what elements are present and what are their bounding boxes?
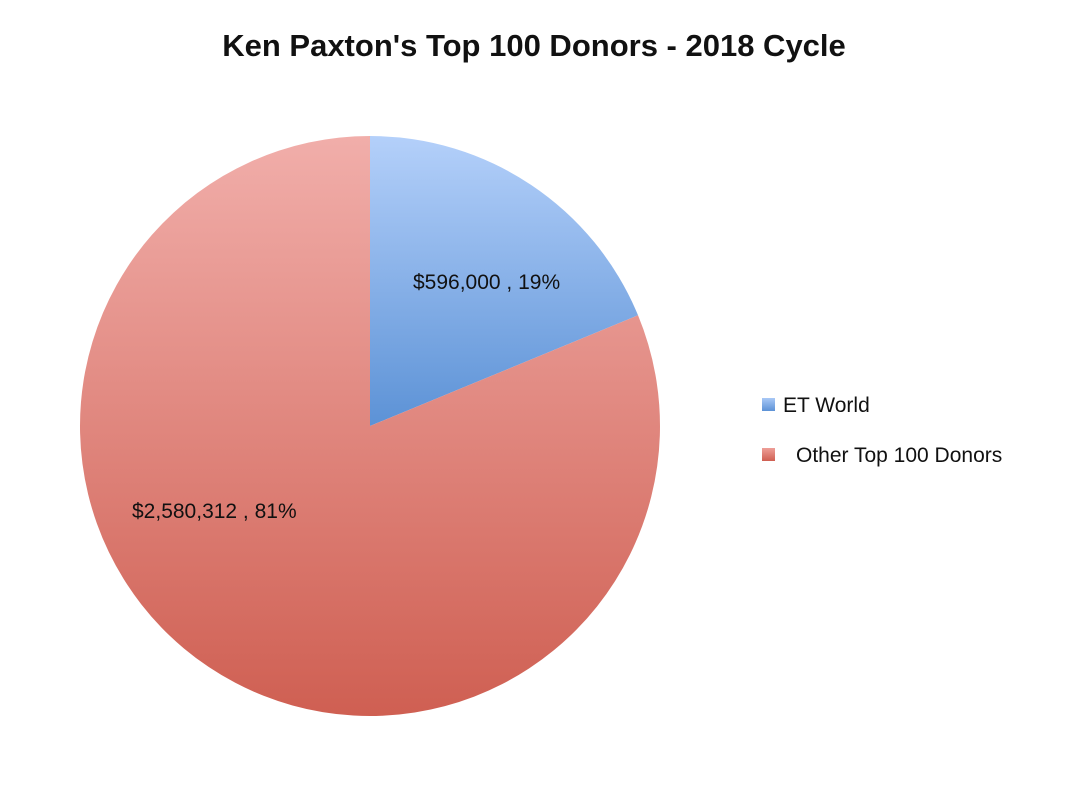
pie-slice-labels: $596,000 , 19% $2,580,312 , 81%: [132, 271, 560, 523]
legend-swatch-other-top-100-donors: [762, 448, 775, 461]
pie-slice-other-top-100-donors: [79, 136, 660, 716]
pie-slice-label-et-world: $596,000 , 19%: [413, 271, 560, 294]
pie-slices: [79, 136, 660, 716]
legend-swatch-et-world: [762, 398, 775, 411]
pie-slice-et-world: [370, 136, 639, 426]
legend-label-et-world: ET World: [783, 394, 870, 417]
chart-title: Ken Paxton's Top 100 Donors - 2018 Cycle: [222, 28, 846, 63]
legend-label-other-top-100-donors: Other Top 100 Donors: [796, 444, 1002, 467]
legend: ET World Other Top 100 Donors: [762, 394, 1002, 467]
pie-slice-label-other-top-100-donors: $2,580,312 , 81%: [132, 500, 297, 523]
